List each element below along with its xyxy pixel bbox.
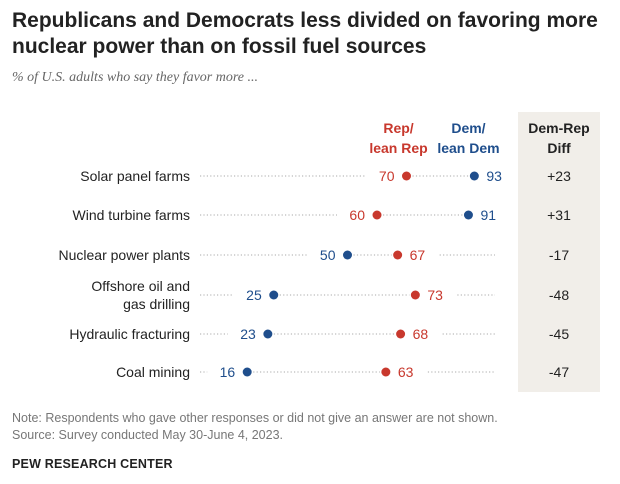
legend-rep-line-1: lean Rep xyxy=(369,140,427,156)
value-dem-2: 50 xyxy=(320,247,336,263)
dot-dem-0 xyxy=(469,171,479,181)
dot-dem-1 xyxy=(463,210,473,220)
value-dem-4: 23 xyxy=(240,326,256,342)
value-rep-0: 70 xyxy=(379,168,395,184)
diff-value-2: -17 xyxy=(549,247,569,263)
row-label-3-0: Offshore oil and xyxy=(91,278,190,294)
dot-dem-5 xyxy=(242,367,252,377)
dot-rep-4 xyxy=(396,329,406,339)
dot-rep-5 xyxy=(381,367,391,377)
dot-dem-4 xyxy=(263,329,273,339)
value-rep-1: 60 xyxy=(349,207,365,223)
value-dem-0: 93 xyxy=(486,168,502,184)
chart-notes: Note: Respondents who gave other respons… xyxy=(12,410,498,444)
row-label-0-0: Solar panel farms xyxy=(80,168,190,184)
dot-rep-0 xyxy=(402,171,411,181)
diff-value-3: -48 xyxy=(549,287,569,303)
diff-value-4: -45 xyxy=(549,326,569,342)
dot-rep-3 xyxy=(410,290,420,300)
legend-diff-line-1: Diff xyxy=(547,140,571,156)
value-rep-4: 68 xyxy=(413,326,429,342)
dot-dem-3 xyxy=(269,290,279,300)
value-rep-2: 67 xyxy=(410,247,426,263)
diff-value-5: -47 xyxy=(549,364,569,380)
legend-dem-line-0: Dem/ xyxy=(451,120,485,136)
legend-dem-line-1: lean Dem xyxy=(437,140,499,156)
row-label-1-0: Wind turbine farms xyxy=(73,207,190,223)
note-text: Note: Respondents who gave other respons… xyxy=(12,411,498,425)
org-name: PEW RESEARCH CENTER xyxy=(12,457,173,471)
dot-dem-2 xyxy=(343,250,352,260)
dot-rep-2 xyxy=(393,250,403,260)
dot-rep-1 xyxy=(372,210,382,220)
diff-value-1: +31 xyxy=(547,207,571,223)
legend-diff-line-0: Dem-Rep xyxy=(528,120,589,136)
row-label-5-0: Coal mining xyxy=(116,364,190,380)
diff-value-0: +23 xyxy=(547,168,571,184)
legend-rep-line-0: Rep/ xyxy=(383,120,413,136)
value-dem-1: 91 xyxy=(480,207,496,223)
value-rep-5: 63 xyxy=(398,364,414,380)
value-rep-3: 73 xyxy=(427,287,443,303)
source-text: Source: Survey conducted May 30-June 4, … xyxy=(12,428,283,442)
value-dem-3: 25 xyxy=(246,287,262,303)
row-label-4-0: Hydraulic fracturing xyxy=(69,326,190,342)
diff-panel xyxy=(518,112,600,392)
row-label-2-0: Nuclear power plants xyxy=(58,247,190,263)
row-label-3-1: gas drilling xyxy=(123,296,190,312)
chart-subtitle: % of U.S. adults who say they favor more… xyxy=(12,70,259,85)
chart-title: Republicans and Democrats less divided o… xyxy=(12,9,598,58)
value-dem-5: 16 xyxy=(220,364,236,380)
